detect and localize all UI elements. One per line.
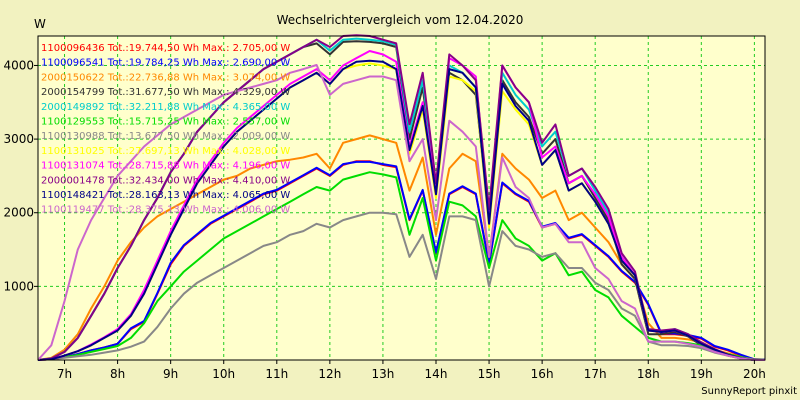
- series-line: [37, 64, 765, 361]
- x-tick-label: 20h: [743, 367, 766, 381]
- x-tick-label: 11h: [265, 367, 288, 381]
- x-tick-label: 18h: [637, 367, 660, 381]
- legend-entry: 1100131025 Tot.:27.697,13 Wh Max.: 4.028…: [41, 146, 290, 157]
- legend: 1100096436 Tot.:19.744,50 Wh Max.: 2.705…: [41, 43, 290, 216]
- legend-entry: 1100130988 Tot.:13.677,50 Wh Max.: 2.009…: [41, 131, 290, 142]
- legend-entry: 2000150622 Tot.:22.736,88 Wh Max.: 3.074…: [41, 72, 290, 83]
- legend-entry: 1100129553 Tot.:15.715,25 Wh Max.: 2.557…: [41, 117, 290, 128]
- series-layer: [37, 34, 766, 361]
- chart-title: Wechselrichtervergleich vom 12.04.2020: [277, 13, 524, 27]
- series-line: [37, 59, 765, 361]
- grid-layer: [38, 36, 765, 360]
- x-tick-label: 16h: [531, 367, 554, 381]
- y-tick-label: 3000: [3, 132, 34, 146]
- legend-entry: 1100096541 Tot.:19.784,25 Wh Max.: 2.690…: [41, 58, 290, 69]
- legend-entry: 2000154799 Tot.:31.677,50 Wh Max.: 4.329…: [41, 87, 290, 98]
- x-tick-label: 14h: [425, 367, 448, 381]
- x-tick-label: 15h: [478, 367, 501, 381]
- x-tick-label: 7h: [57, 367, 72, 381]
- plot-frame: [37, 35, 766, 361]
- legend-entry: 2000149892 Tot.:32.211,88 Wh Max.: 4.365…: [41, 102, 290, 113]
- y-tick-label: 4000: [3, 58, 34, 72]
- legend-entry: 1100096436 Tot.:19.744,50 Wh Max.: 2.705…: [41, 43, 290, 54]
- x-tick-label: 17h: [584, 367, 607, 381]
- x-tick-label: 19h: [690, 367, 713, 381]
- x-tick-label: 8h: [110, 367, 125, 381]
- legend-entry: 1100148421 Tot.:28.163,13 Wh Max.: 4.065…: [41, 190, 290, 201]
- x-tick-label: 13h: [371, 367, 394, 381]
- footer-credit: SunnyReport pinxit: [701, 386, 797, 397]
- x-tick-label: 10h: [212, 367, 235, 381]
- legend-entry: 1100119477 Tot.:28.375,13 Wh Max.: 4.006…: [41, 205, 290, 216]
- x-tick-label: 12h: [318, 367, 341, 381]
- legend-entry: 1100131074 Tot.:28.715,88 Wh Max.: 4.196…: [41, 161, 290, 172]
- series-line: [37, 160, 766, 361]
- y-axis-unit: W: [34, 17, 46, 31]
- axis-ticks: 7h 8h 9h 10h 11h 12h 13h 14h 15h 16h 17h 18h 19h 20h 1…: [3, 35, 766, 381]
- x-tick-label: 9h: [163, 367, 178, 381]
- y-tick-label: 1000: [3, 279, 34, 293]
- y-tick-label: 2000: [3, 206, 34, 220]
- legend-entry: 2000001478 Tot.:32.434,00 Wh Max.: 4.410…: [41, 175, 290, 186]
